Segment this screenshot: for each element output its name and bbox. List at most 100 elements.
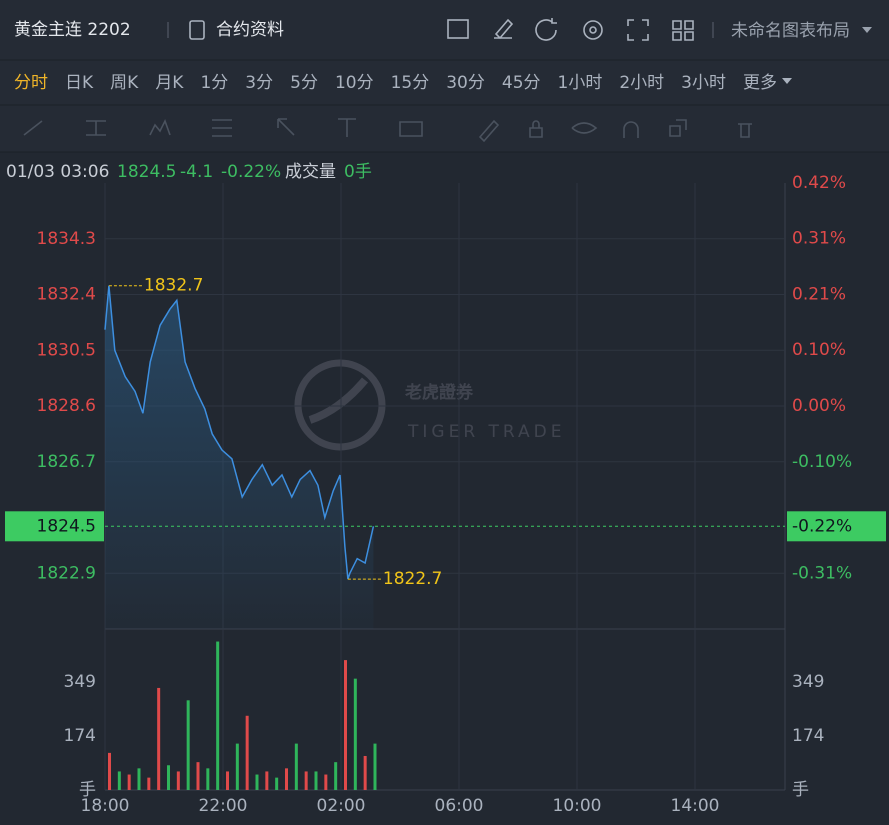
interval-tab[interactable]: 45分 (502, 73, 541, 93)
y2-tick-label: -0.10% (792, 452, 852, 472)
watermark-logo (308, 377, 369, 424)
volume-bar (206, 768, 210, 790)
interval-tab[interactable]: 日K (65, 73, 94, 93)
fullscreen-icon[interactable] (627, 19, 649, 41)
y2-tick-label: 0.31% (792, 229, 846, 249)
price-area (105, 285, 374, 629)
x-tick-label: 10:00 (553, 796, 602, 816)
info-price: 1824.5 (117, 162, 176, 182)
volume-bar (186, 700, 190, 790)
info-volume-label: 成交量 (285, 162, 336, 182)
volume-bar (167, 765, 170, 790)
volume-bar (245, 715, 249, 790)
interval-tab[interactable]: 更多 (743, 73, 777, 93)
y-tick-label: 1830.5 (37, 340, 96, 360)
volume-bar (137, 768, 141, 790)
volume-tick-label: 174 (64, 726, 96, 746)
interval-tab[interactable]: 分时 (14, 73, 48, 93)
info-change-pct: -0.22% (221, 162, 281, 182)
price-line (104, 285, 375, 580)
y-tick-label: 1832.4 (37, 285, 96, 305)
symbol-title[interactable]: 黄金主连 2202 (14, 20, 131, 40)
y2-tick-label: -0.31% (792, 563, 852, 583)
volume-bar (157, 687, 161, 790)
interval-tab[interactable]: 2小时 (619, 73, 664, 93)
watermark-en: TIGER TRADE (407, 422, 566, 442)
contract-info[interactable]: 合约资料 (216, 20, 284, 40)
layout-icon[interactable] (672, 20, 694, 41)
chart: 18:00 22:00 02:00 06:00 10:00 14:00 1822.9 1826… (5, 173, 886, 816)
volume-bar (314, 771, 318, 790)
volume-bar (265, 771, 269, 790)
x-tick-label: 02:00 (317, 796, 366, 816)
volume-bar (176, 771, 180, 790)
volume-bar (304, 771, 308, 790)
volume-tick-label: 174 (792, 726, 824, 746)
volume-bar (334, 762, 338, 790)
last-price-box (5, 511, 104, 542)
dropdown-arrow[interactable] (862, 27, 872, 33)
doc-icon[interactable] (189, 20, 205, 40)
volume-bar (226, 771, 229, 790)
info-change: -4.1 (180, 162, 213, 182)
y-tick-label: 1822.9 (37, 563, 96, 583)
volume-bar (353, 678, 357, 790)
info-volume: 0手 (344, 162, 372, 182)
info-datetime: 01/03 03:06 (6, 162, 109, 182)
volume-bar (108, 752, 111, 790)
volume-bar (324, 774, 328, 790)
x-tick-label: 18:00 (81, 796, 130, 816)
interval-tab[interactable]: 月K (155, 73, 184, 93)
volume-bar (363, 755, 367, 790)
indicator-icon[interactable] (447, 19, 469, 39)
volume-bar (255, 774, 259, 790)
volume-tick-label: 349 (64, 672, 96, 692)
y2-tick-label: 0.21% (792, 284, 846, 304)
y2-tick-label: 0.10% (792, 340, 846, 360)
interval-bar: 分时 日K 周K 月K 1分 3分 5分 10分 15分 30分 45分 1小时 2小时 3小时 更多 (14, 73, 792, 93)
high-label: 1832.7 (144, 276, 203, 296)
volume-bar (216, 641, 220, 790)
volume-bar (127, 774, 131, 790)
x-tick-label: 22:00 (199, 796, 248, 816)
settings-icon-core (589, 26, 597, 34)
volume-tick-label: 349 (792, 672, 824, 692)
volume-bar (235, 743, 239, 790)
volume-bar (147, 777, 151, 790)
volume-bar (373, 743, 377, 790)
interval-tab[interactable]: 3分 (245, 73, 273, 93)
interval-tab[interactable]: 15分 (391, 73, 430, 93)
settings-icon[interactable] (583, 20, 603, 40)
volume-tick-label: 手 (792, 780, 809, 800)
last-pct-label: -0.22% (792, 516, 852, 536)
volume-tick-label: 手 (79, 780, 96, 800)
volume-bar (117, 771, 121, 790)
tool-icons[interactable] (23, 118, 752, 143)
draw-icon[interactable] (494, 18, 514, 40)
interval-tab[interactable]: 5分 (290, 73, 318, 93)
interval-tab[interactable]: 1小时 (558, 73, 603, 93)
y2-tick-label: 0.00% (792, 396, 846, 416)
interval-tab[interactable]: 1分 (200, 73, 228, 93)
interval-tab[interactable]: 10分 (335, 73, 374, 93)
reset-icon[interactable] (535, 18, 557, 41)
last-price-label: 1824.5 (37, 516, 96, 536)
y2-tick-label: 0.42% (792, 173, 846, 193)
x-tick-label: 14:00 (671, 796, 720, 816)
interval-tab[interactable]: 30分 (446, 73, 485, 93)
interval-tab[interactable]: 3小时 (681, 73, 726, 93)
watermark: 老虎證券 TIGER TRADE (294, 359, 566, 451)
volume-bar (294, 743, 298, 790)
low-label: 1822.7 (383, 569, 442, 589)
interval-tab[interactable]: 周K (110, 73, 139, 93)
layout-name[interactable]: 未命名图表布局 (731, 21, 850, 41)
watermark-cn: 老虎證券 (404, 382, 474, 403)
volume-bar (275, 777, 279, 790)
y-tick-label: 1834.3 (37, 229, 96, 249)
x-tick-label: 06:00 (435, 796, 484, 816)
top-icons (447, 18, 694, 41)
volume-bar (196, 762, 200, 790)
last-pct-box (787, 511, 886, 542)
